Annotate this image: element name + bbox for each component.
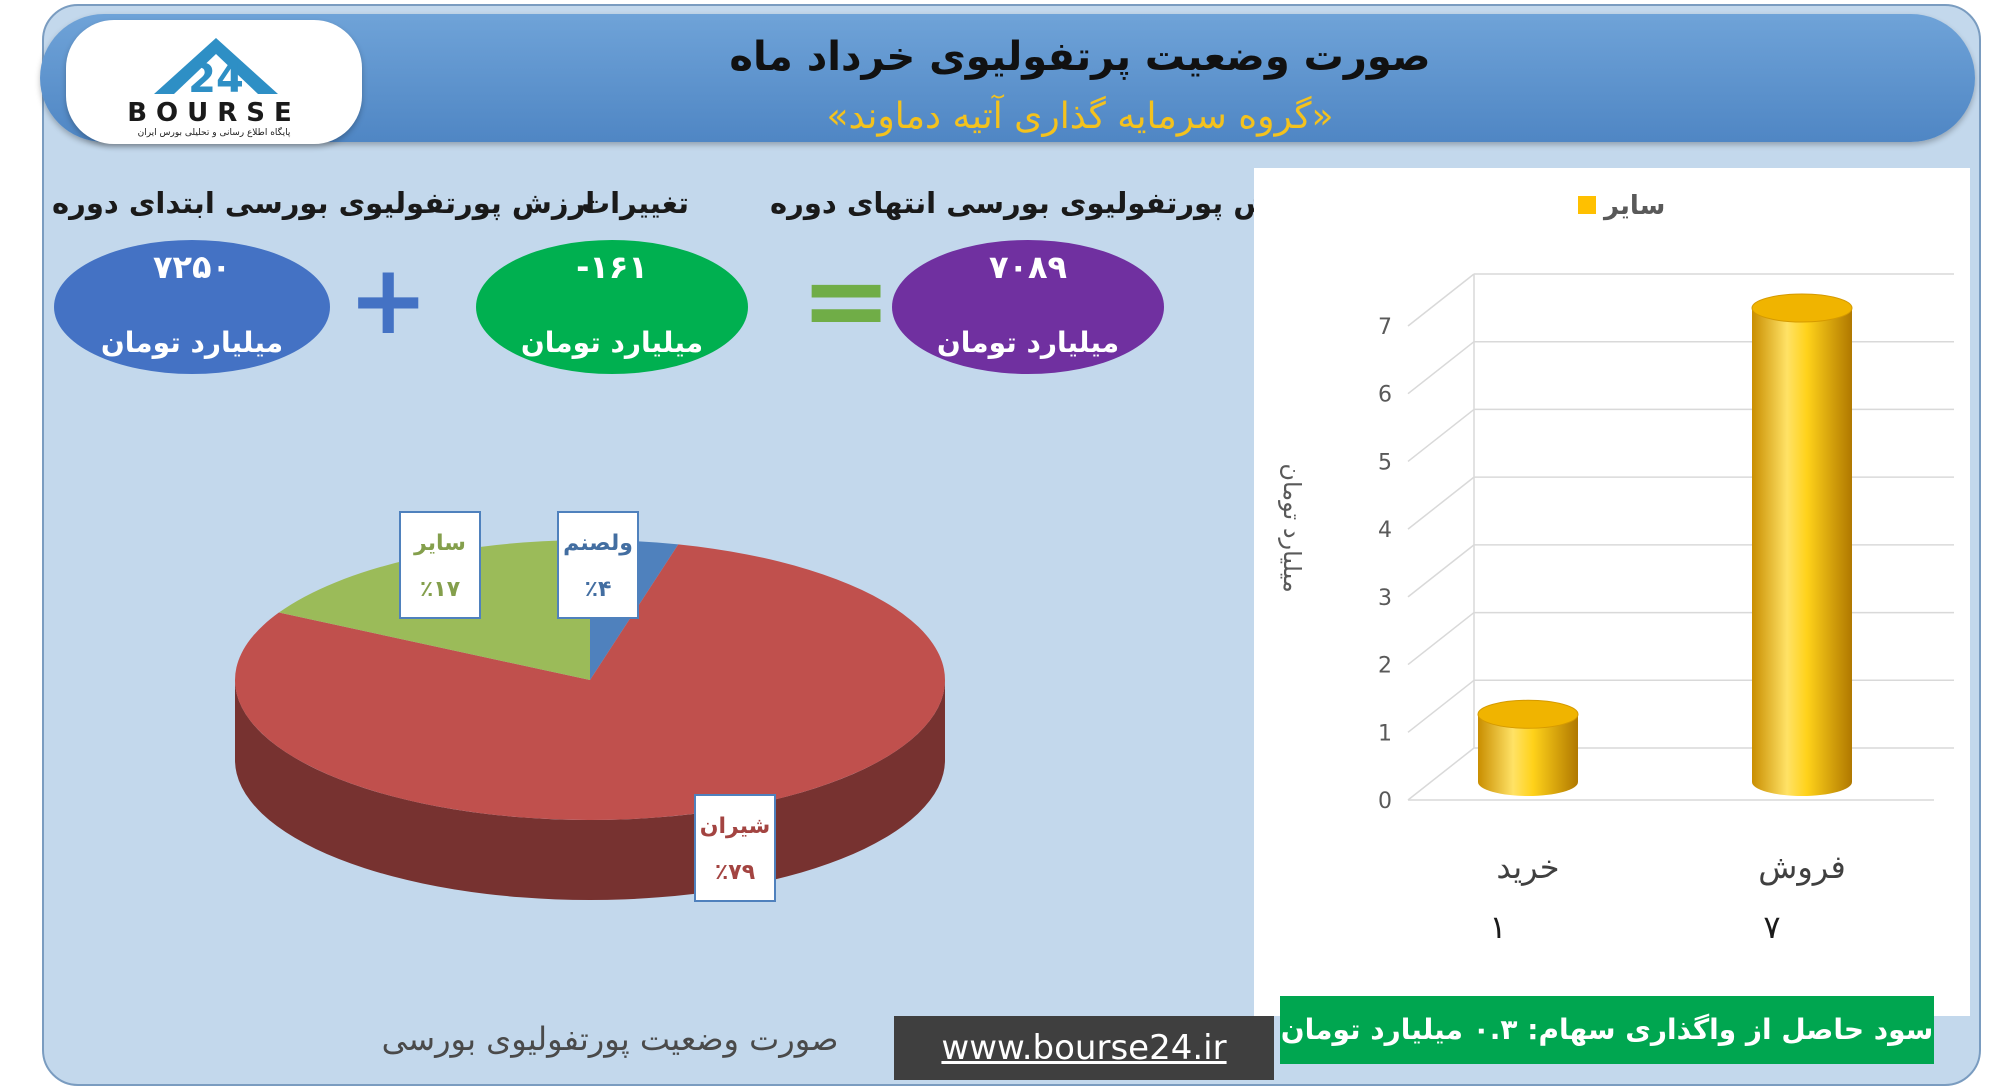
gridline-side xyxy=(1407,544,1475,598)
pie-label-name: سایر xyxy=(413,531,466,556)
pie-label-0: شیران ٪۷۹ xyxy=(694,794,776,902)
end-value: ۷۰۸۹ xyxy=(988,248,1068,286)
y-axis-title: میلیارد تومان xyxy=(1278,463,1306,592)
gridline-side xyxy=(1407,408,1475,463)
logo-mark-icon: 24 xyxy=(154,38,278,102)
y-tick-label: 4 xyxy=(1378,518,1392,543)
pie-slice xyxy=(235,544,946,820)
y-tick-label: 5 xyxy=(1378,450,1392,475)
pie-label-percent: ٪۷۹ xyxy=(715,860,755,885)
start-value-unit: میلیارد تومان xyxy=(100,326,284,359)
website-link[interactable]: www.bourse24.ir xyxy=(894,1016,1274,1080)
bar-top xyxy=(1751,293,1853,323)
change-value-unit: میلیارد تومان xyxy=(520,326,704,359)
gridline-side xyxy=(1407,747,1475,801)
header-banner: صورت وضعیت پرتفولیوی خرداد ماه «گروه سرم… xyxy=(40,14,1975,142)
bar-value-label: ۱ xyxy=(1489,908,1506,946)
start-value: ۷۲۵۰ xyxy=(152,248,232,286)
gridline-side xyxy=(1407,273,1475,327)
gridline-side xyxy=(1407,679,1475,733)
y-tick-label: 7 xyxy=(1378,315,1392,340)
bar-body xyxy=(1752,308,1852,796)
gridline-side xyxy=(1407,476,1475,530)
gridline-side xyxy=(1407,341,1475,395)
profit-banner: سود حاصل از واگذاری سهام: ۰.۳ میلیارد تو… xyxy=(1280,996,1934,1064)
bar-0 xyxy=(1751,293,1853,796)
legend-label: سایر xyxy=(1602,191,1665,221)
bar-body xyxy=(1478,714,1578,796)
end-value-label: ارزش پورتفولیوی بورسی انتهای دوره xyxy=(770,186,1317,220)
x-category-label: خرید xyxy=(1496,848,1559,886)
end-value-unit: میلیارد تومان xyxy=(936,326,1120,359)
legend-swatch xyxy=(1578,196,1596,214)
bar-top xyxy=(1477,699,1579,729)
equals-icon: = xyxy=(800,236,893,364)
page-subtitle: «گروه سرمایه گذاری آتیه دماوند» xyxy=(826,96,1334,137)
change-value: -۱۶۱ xyxy=(576,248,648,286)
pie-label-2: سایر ٪۱۷ xyxy=(399,511,481,619)
x-category-label: فروش xyxy=(1758,848,1845,886)
bar-1 xyxy=(1477,699,1579,796)
pie-label-percent: ٪۴ xyxy=(585,577,612,602)
pie-label-name: شیران xyxy=(700,814,771,839)
bar-value-label: ۷ xyxy=(1763,908,1780,946)
change-value-oval: -۱۶۱ میلیارد تومان xyxy=(476,240,748,374)
pie-chart-caption: صورت وضعیت پورتفولیوی بورسی xyxy=(381,1020,839,1058)
y-tick-label: 2 xyxy=(1378,654,1392,679)
portfolio-pie-chart: شیران ٪۷۹ ولصنم ٪۴ سایر ٪۱۷ xyxy=(235,511,946,902)
start-value-label: ارزش پورتفولیوی بورسی ابتدای دوره xyxy=(52,186,596,220)
change-label: تغییرات xyxy=(580,186,690,220)
pie-label-name: ولصنم xyxy=(563,531,633,556)
pie-label-percent: ٪۱۷ xyxy=(420,577,461,602)
y-tick-label: 6 xyxy=(1378,383,1392,408)
gridline-side xyxy=(1407,611,1475,666)
svg-text:24: 24 xyxy=(188,56,244,102)
y-tick-label: 1 xyxy=(1378,721,1392,746)
logo-tagline: پایگاه اطلاع رسانی و تحلیلی بورس ایران xyxy=(137,128,291,138)
y-tick-label: 3 xyxy=(1378,586,1392,611)
page-title: صورت وضعیت پرتفولیوی خرداد ماه xyxy=(729,34,1431,80)
pie-label-1: ولصنم ٪۴ xyxy=(557,511,639,619)
logo-wordmark: BOURSE xyxy=(127,98,301,128)
trades-bar-chart: 0 1 2 3 4 5 6 7 سایر میلیارد تومان خرید ۱ فروش ۷ xyxy=(1278,191,1954,946)
bourse24-logo[interactable]: 24 BOURSE پایگاه اطلاع رسانی و تحلیلی بو… xyxy=(66,20,362,144)
end-value-oval: ۷۰۸۹ میلیارد تومان xyxy=(892,240,1164,374)
y-tick-label: 0 xyxy=(1378,789,1392,814)
start-value-oval: ۷۲۵۰ میلیارد تومان xyxy=(54,240,330,374)
plus-icon: + xyxy=(348,244,429,356)
